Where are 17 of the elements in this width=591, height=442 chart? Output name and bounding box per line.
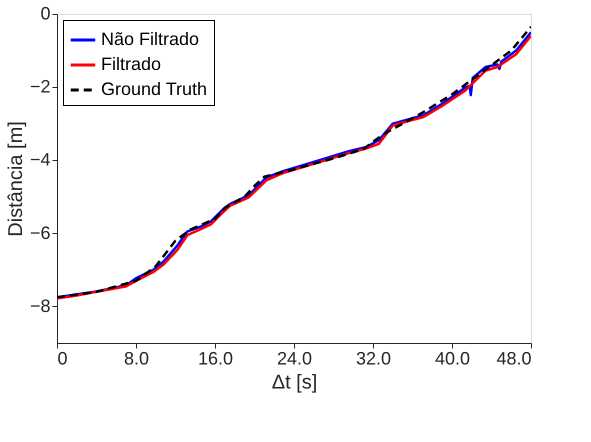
x-tick-label: 24.0 [276,348,312,368]
x-tick-label: 16.0 [198,348,234,368]
x-tick-label: 0 [58,348,68,368]
y-tick-label: −8 [30,296,50,316]
legend-label: Ground Truth [101,79,208,99]
y-tick-label: −2 [30,76,50,97]
x-tick-label: 8.0 [124,348,150,368]
y-tick-label: 0 [40,4,50,24]
x-axis-title: Δt [s] [272,372,318,394]
y-axis-title: Distância [m] [4,121,27,237]
x-tick-label: 48.0 [496,348,532,368]
y-tick-label: −4 [30,150,50,170]
x-tick-label: 32.0 [356,348,392,368]
y-tick-label: −6 [30,222,50,243]
legend-label: Filtrado [101,54,162,74]
x-tick-label: 40.0 [434,348,470,368]
legend-label: Não Filtrado [101,29,200,49]
